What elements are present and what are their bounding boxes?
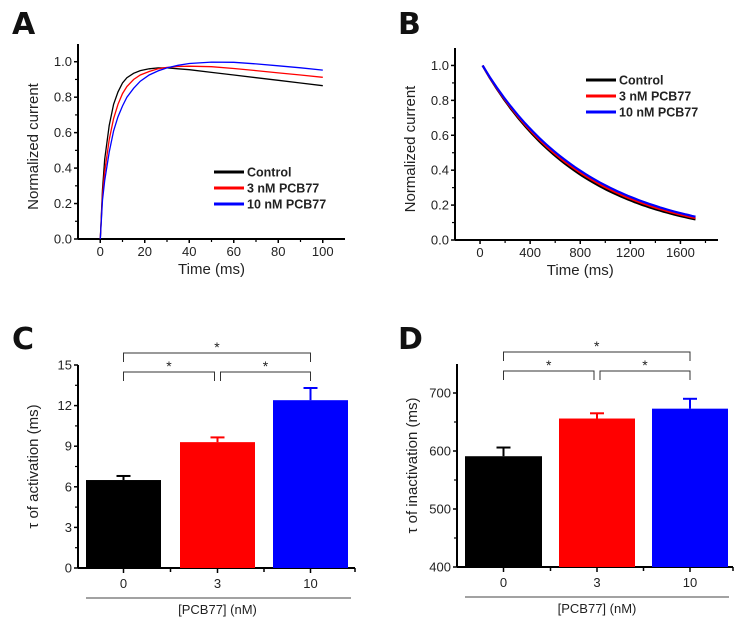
series-line-2 <box>99 61 323 240</box>
y-axis-title: τ of activation (ms) <box>25 404 42 528</box>
significance-label: * <box>263 358 269 374</box>
series-line-2 <box>481 64 696 218</box>
y-tick-label: 0.2 <box>54 196 72 211</box>
series-line-0 <box>99 67 323 240</box>
x-axis-title: [PCB77] (nM) <box>558 601 637 616</box>
y-tick-label: 0.2 <box>431 198 449 213</box>
y-tick-label: 400 <box>429 560 451 575</box>
panel-letter: B <box>398 7 421 42</box>
bar-3 <box>559 418 635 567</box>
panel-letter: D <box>398 322 423 357</box>
y-tick-label: 0.6 <box>54 125 72 140</box>
significance-label: * <box>546 357 552 373</box>
y-tick-label: 15 <box>58 358 72 373</box>
x-axis-title: Time (ms) <box>547 262 614 279</box>
x-axis-title: Time (ms) <box>178 261 245 278</box>
series-line-1 <box>481 64 696 220</box>
significance-label: * <box>166 358 172 374</box>
x-tick-label: 3 <box>214 576 221 591</box>
legend-entry: Control <box>247 166 291 180</box>
x-tick-label: 10 <box>683 575 697 590</box>
x-axis-title: [PCB77] (nM) <box>178 602 257 617</box>
y-tick-label: 0.4 <box>54 161 72 176</box>
y-tick-label: 500 <box>429 502 451 517</box>
x-tick-label: 0 <box>476 245 483 260</box>
x-tick-label: 0 <box>97 244 104 259</box>
significance-label: * <box>214 339 220 355</box>
y-tick-label: 1.0 <box>431 58 449 73</box>
y-tick-label: 600 <box>429 444 451 459</box>
y-tick-label: 0 <box>65 561 72 576</box>
x-tick-label: 3 <box>593 575 600 590</box>
panel-D: D 400 500 600 700 τ of inactivation (ms) 0 3 10 [… <box>398 322 734 616</box>
y-tick-label: 3 <box>65 520 72 535</box>
y-axis-title: Normalized current <box>25 82 42 210</box>
series-line-1 <box>99 65 323 240</box>
bar-0 <box>465 456 542 567</box>
y-tick-label: 0.0 <box>54 232 72 247</box>
y-tick-label: 700 <box>429 386 451 401</box>
x-tick-label: 800 <box>569 245 591 260</box>
bar-3 <box>180 442 255 568</box>
y-tick-label: 0.4 <box>431 163 449 178</box>
y-axis-title: τ of inactivation (ms) <box>404 398 421 534</box>
y-tick-label: 0.8 <box>54 90 72 105</box>
y-tick-label: 9 <box>65 439 72 454</box>
y-tick-label: 0.6 <box>431 128 449 143</box>
bar-10 <box>652 408 728 567</box>
significance-bracket <box>123 371 215 381</box>
panel-C: C 0 3 6 9 12 15 τ of activation (ms) 0 3 10 [PCB77]… <box>12 322 356 617</box>
y-tick-label: 0.8 <box>431 93 449 108</box>
x-tick-label: 20 <box>138 244 152 259</box>
y-tick-label: 12 <box>58 398 72 413</box>
y-tick-label: 6 <box>65 479 72 494</box>
legend-entry: 10 nM PCB77 <box>247 198 326 212</box>
significance-bracket <box>503 370 595 380</box>
legend-entry: 3 nM PCB77 <box>247 182 319 196</box>
significance-bracket <box>599 370 691 380</box>
significance-label: * <box>594 338 600 354</box>
x-tick-label: 0 <box>500 575 507 590</box>
panel-letter: A <box>12 7 36 42</box>
legend-entry: 10 nM PCB77 <box>619 106 698 120</box>
significance-bracket <box>503 351 691 361</box>
x-tick-label: 80 <box>271 244 285 259</box>
significance-bracket <box>123 352 311 362</box>
y-tick-label: 1.0 <box>54 54 72 69</box>
legend-entry: 3 nM PCB77 <box>619 90 691 104</box>
panel-A: A 0.0 0.2 0.4 0.6 0.8 1.0 Normalized current 0 20… <box>12 7 345 278</box>
legend-entry: Control <box>619 74 663 88</box>
x-tick-label: 1200 <box>616 245 645 260</box>
panel-letter: C <box>12 322 34 357</box>
x-tick-label: 100 <box>312 244 334 259</box>
significance-bracket <box>220 371 311 381</box>
x-tick-label: 60 <box>227 244 241 259</box>
panel-B: B 0.0 0.2 0.4 0.6 0.8 1.0 Normalized current 0 40… <box>398 7 718 279</box>
x-tick-label: 1600 <box>666 245 695 260</box>
x-tick-label: 10 <box>303 576 317 591</box>
y-tick-label: 0.0 <box>431 233 449 248</box>
significance-label: * <box>642 357 648 373</box>
x-tick-label: 0 <box>120 576 127 591</box>
x-tick-label: 400 <box>519 245 541 260</box>
bar-10 <box>273 400 348 568</box>
bar-0 <box>86 480 161 568</box>
y-axis-title: Normalized current <box>402 85 419 213</box>
x-tick-label: 40 <box>182 244 196 259</box>
